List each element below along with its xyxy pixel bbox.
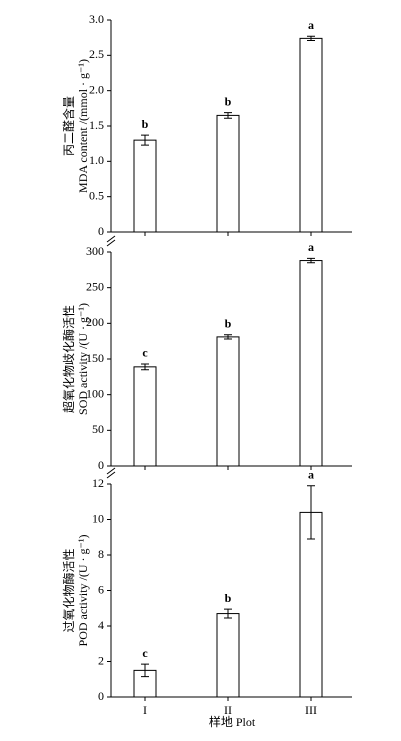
error-bar	[224, 608, 232, 619]
y-tick-label: 0.5	[89, 188, 104, 202]
bar	[299, 260, 323, 467]
significance-label: a	[308, 18, 314, 32]
error-bar	[307, 485, 315, 540]
significance-label: b	[225, 591, 232, 605]
error-bar	[307, 35, 315, 41]
y-tick-label: 0	[98, 689, 104, 703]
significance-label: b	[142, 117, 149, 131]
error-bar	[224, 112, 232, 119]
error-bar	[141, 134, 149, 146]
y-tick-label: 0	[98, 458, 104, 472]
significance-label: c	[142, 646, 148, 660]
y-tick-label: 3.0	[89, 12, 104, 26]
bar	[299, 37, 323, 233]
bar	[299, 511, 323, 698]
axis-break	[106, 467, 116, 479]
y-tick-label: 10	[92, 511, 104, 525]
significance-label: a	[308, 468, 314, 482]
bar	[133, 366, 157, 467]
bar	[133, 139, 157, 233]
bar	[216, 613, 240, 698]
y-tick-label: 1.5	[89, 118, 104, 132]
error-bar	[141, 363, 149, 371]
significance-label: b	[225, 94, 232, 108]
bar	[216, 114, 240, 233]
y-tick-label: 200	[86, 315, 104, 329]
y-axis-label: 超氧化物歧化酶活性	[61, 305, 76, 413]
y-tick-label: 150	[86, 351, 104, 365]
error-bar	[141, 663, 149, 678]
y-tick-label: 50	[92, 422, 104, 436]
y-tick-label: 300	[86, 244, 104, 258]
x-tick-label: I	[143, 703, 147, 717]
y-axis-label: 丙二醛含量	[61, 96, 76, 156]
significance-label: a	[308, 240, 314, 254]
y-tick-label: 2.5	[89, 47, 104, 61]
y-tick-label: 2	[98, 653, 104, 667]
bar	[216, 336, 240, 467]
y-tick-label: 0	[98, 224, 104, 238]
x-tick-label: III	[305, 703, 317, 717]
y-tick-label: 12	[92, 476, 104, 490]
significance-label: b	[225, 316, 232, 330]
y-tick-label: 4	[98, 618, 104, 632]
y-tick-label: 250	[86, 279, 104, 293]
y-tick-label: 2.0	[89, 82, 104, 96]
x-tick-label: II	[224, 703, 232, 717]
y-tick-label: 8	[98, 547, 104, 561]
error-bar	[307, 257, 315, 264]
y-tick-label: 100	[86, 386, 104, 400]
y-tick-label: 1.0	[89, 153, 104, 167]
y-tick-label: 6	[98, 582, 104, 596]
y-axis-label: MDA content /(mmol · g⁻¹)	[76, 59, 90, 193]
axis-break	[106, 235, 116, 247]
significance-label: c	[142, 346, 148, 360]
y-axis-label: POD activity /(U · g⁻¹)	[76, 535, 90, 647]
y-axis-label: SOD activity /(U · g⁻¹)	[76, 303, 90, 415]
x-axis-label: 样地 Plot	[209, 714, 256, 729]
error-bar	[224, 334, 232, 340]
y-axis-label: 过氧化物酶活性	[61, 548, 76, 632]
